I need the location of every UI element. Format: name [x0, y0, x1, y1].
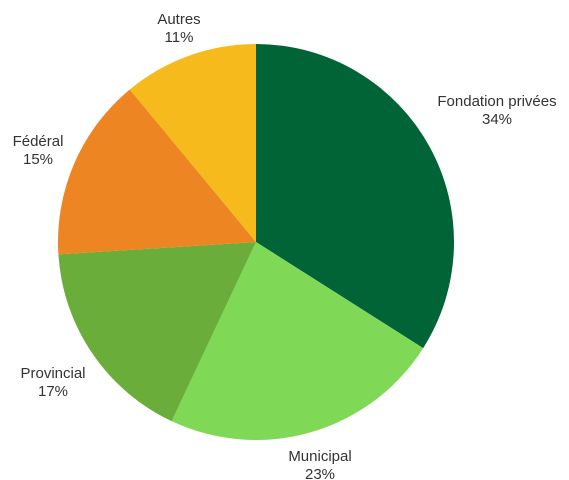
- pie-slice-fondation-privees: [256, 44, 455, 349]
- slice-label-provincial: Provincial: [20, 365, 85, 382]
- slice-value-autres: 11%: [165, 29, 194, 46]
- slice-value-federal: 15%: [23, 151, 53, 168]
- slice-label-federal: Fédéral: [13, 133, 64, 150]
- pie-slice-autres: [129, 44, 256, 242]
- pie-slice-provincial: [58, 242, 256, 422]
- pie-slice-municipal: [171, 242, 424, 441]
- pie-slices: [57, 44, 455, 441]
- slice-label-fondation-privees: Fondation privées: [437, 93, 556, 110]
- slice-value-fondation-privees: 34%: [482, 111, 512, 128]
- slice-label-municipal: Municipal: [288, 448, 351, 465]
- pie-slice-federal: [57, 89, 257, 255]
- slice-label-autres: Autres: [157, 11, 200, 28]
- slice-value-municipal: 23%: [305, 466, 335, 480]
- slice-value-provincial: 17%: [38, 383, 68, 400]
